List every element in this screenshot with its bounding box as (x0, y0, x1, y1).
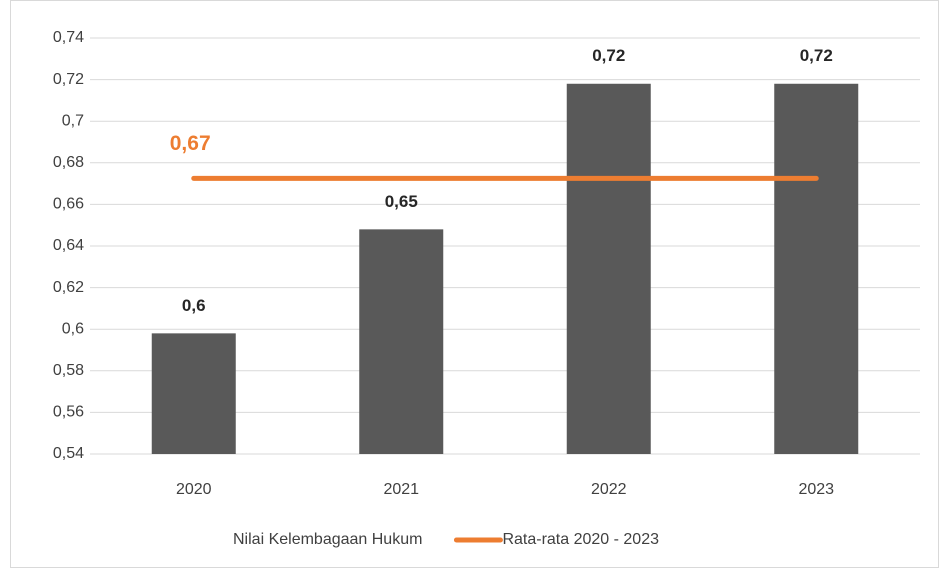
bar (774, 83, 859, 454)
bar (359, 229, 444, 454)
line-value-label: 0,67 (170, 132, 211, 155)
y-tick-label: 0,72 (53, 71, 84, 88)
x-tick-label: 2022 (591, 481, 627, 498)
y-tick-label: 0,64 (53, 237, 84, 254)
bar (151, 333, 236, 454)
y-tick-label: 0,74 (53, 29, 84, 46)
y-tick-label: 0,68 (53, 154, 84, 171)
legend-label: Nilai Kelembagaan Hukum (233, 531, 422, 548)
y-tick-label: 0,66 (53, 196, 84, 213)
bar (566, 83, 651, 454)
legend-label: Rata-rata 2020 - 2023 (502, 531, 659, 548)
x-tick-label: 2021 (383, 481, 419, 498)
y-tick-label: 0,62 (53, 279, 84, 296)
y-tick-label: 0,58 (53, 362, 84, 379)
value-label: 0,72 (592, 46, 625, 65)
y-tick-label: 0,7 (62, 112, 84, 129)
value-label: 0,72 (800, 46, 833, 65)
y-tick-label: 0,6 (62, 320, 84, 337)
x-tick-label: 2023 (798, 481, 834, 498)
value-label: 0,6 (182, 296, 206, 315)
y-tick-label: 0,56 (53, 404, 84, 421)
x-tick-label: 2020 (176, 481, 212, 498)
y-tick-label: 0,54 (53, 445, 84, 462)
value-label: 0,65 (385, 192, 418, 211)
